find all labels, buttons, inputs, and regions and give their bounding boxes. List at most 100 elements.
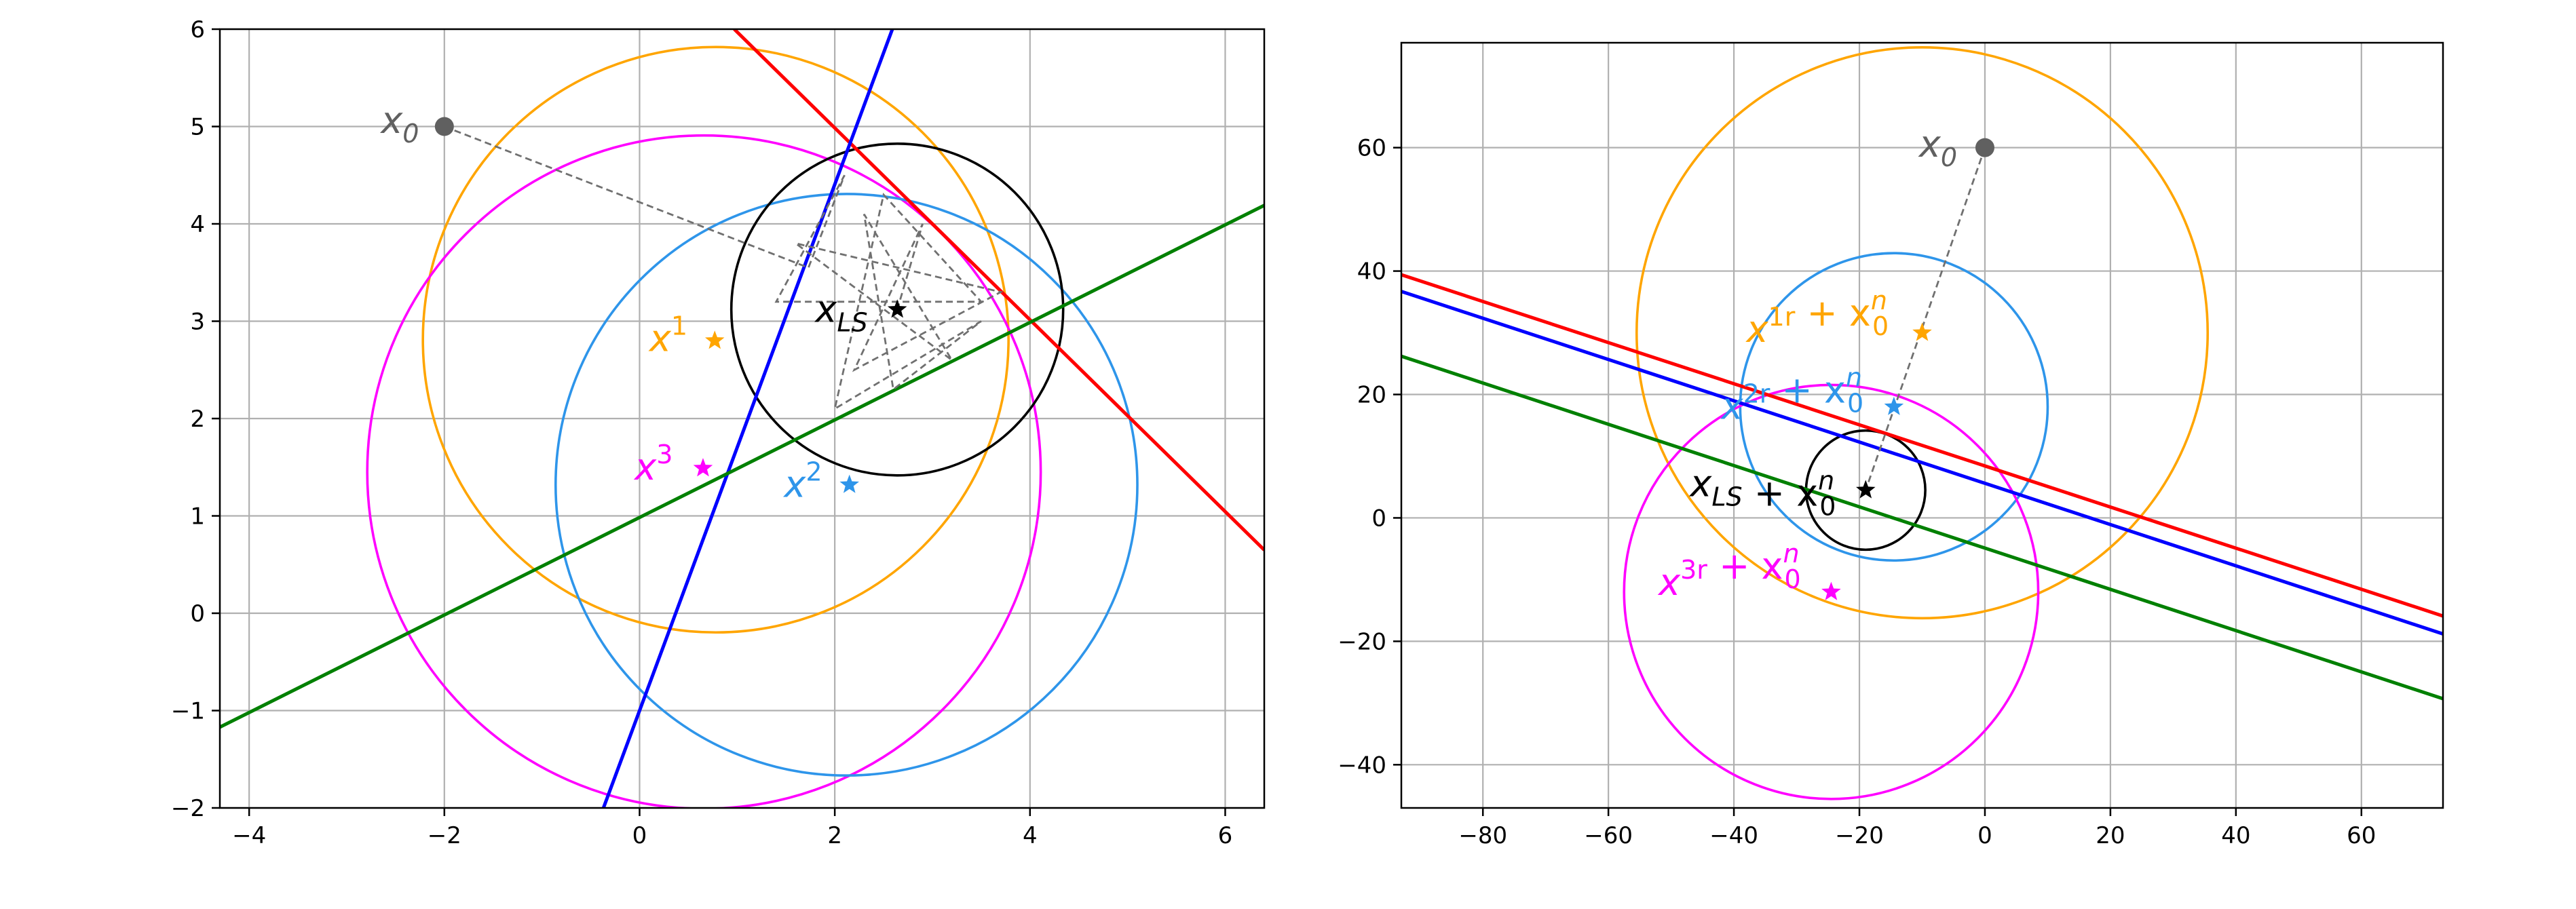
x-tick-label: −20 — [1835, 822, 1884, 849]
point-annotation: x2 — [782, 457, 822, 506]
y-tick-label: 0 — [1371, 505, 1386, 532]
plot-area — [220, 29, 1264, 808]
point-annotation: x1 — [648, 311, 687, 360]
annotation-suffix: + x — [1795, 292, 1871, 334]
star-marker — [839, 474, 859, 493]
circle — [366, 134, 1042, 808]
annotation-base: x — [814, 288, 837, 330]
annotation-base: x — [1745, 308, 1769, 351]
star-marker — [1912, 322, 1932, 341]
star-marker — [704, 330, 725, 349]
x-tick-label: −4 — [232, 822, 266, 849]
x-tick-label: 0 — [1977, 822, 1992, 849]
constraint-line — [1401, 290, 2443, 636]
y-tick-label: 1 — [190, 503, 205, 530]
annotation-base: x — [1720, 385, 1744, 428]
circle — [1635, 46, 2210, 620]
annotation-sup: 3r — [1680, 555, 1707, 585]
y-tick-label: 6 — [190, 16, 205, 43]
annotation-suffix: + x — [1770, 369, 1846, 412]
annotation-sub: LS — [1711, 482, 1742, 511]
axes-frame — [1400, 41, 2444, 809]
point-annotation: xLS — [814, 288, 867, 337]
y-tick-label: 2 — [190, 406, 205, 433]
point-annotation: x1r + xn 0 — [1745, 286, 1889, 351]
constraint-line — [1401, 354, 2443, 701]
annotation-suffix: + x — [1707, 545, 1783, 587]
y-tick-label: 4 — [190, 211, 205, 238]
star-marker — [693, 458, 713, 477]
y-tick-label: −40 — [1338, 752, 1386, 779]
y-tick-label: −1 — [171, 698, 205, 725]
annotation-suffix-sub: 0 — [1847, 389, 1863, 419]
star-marker — [1884, 396, 1904, 415]
y-tick-label: 40 — [1357, 258, 1386, 286]
iteration-path — [444, 125, 1004, 411]
x-tick-label: 40 — [2221, 822, 2250, 849]
annotation-suffix-sup: n — [1783, 539, 1799, 568]
grid — [220, 28, 1264, 809]
constraint-line — [733, 29, 1264, 552]
annotation-suffix-sub: 0 — [1819, 491, 1836, 521]
x-tick-label: −60 — [1584, 822, 1633, 849]
constraint-line — [220, 204, 1264, 729]
constraint-line — [601, 29, 894, 808]
x-tick-label: 4 — [1023, 822, 1038, 849]
annotation-suffix-sup: n — [1818, 465, 1834, 495]
point-annotation: x2r + xn 0 — [1720, 363, 1864, 428]
annotation-sub: LS — [837, 307, 867, 337]
plot-area — [1401, 46, 2443, 800]
circle — [421, 45, 1010, 634]
iteration-path — [1864, 147, 1986, 490]
x-tick-label: 20 — [2096, 822, 2125, 849]
point-annotation: x3r + xn 0 — [1657, 539, 1801, 604]
annotation-base: x — [379, 99, 403, 142]
annotation-sub: 0 — [1941, 142, 1957, 172]
annotation-suffix-sub: 0 — [1785, 564, 1801, 594]
y-tick-label: 0 — [190, 600, 205, 627]
y-tick-label: 60 — [1357, 135, 1386, 162]
star-marker — [1821, 581, 1841, 600]
star-marker — [887, 299, 907, 318]
annotation-suffix-sup: n — [1871, 286, 1887, 315]
annotation-sup: 2r — [1743, 379, 1770, 409]
x-tick-label: −2 — [428, 822, 461, 849]
point-annotation: xLS + xn 0 — [1688, 462, 1836, 521]
x-tick-label: 0 — [632, 822, 647, 849]
annotation-base: x — [648, 317, 672, 360]
annotation-suffix-sup: n — [1846, 363, 1862, 393]
y-tick-label: 20 — [1357, 382, 1386, 409]
point-annotation: x3 — [633, 440, 673, 488]
annotation-base: x — [1657, 561, 1681, 604]
y-tick-label: −2 — [171, 795, 205, 822]
annotation-sup: 1 — [671, 311, 687, 341]
annotation-base: x — [633, 446, 657, 488]
annotation-suffix: + x — [1743, 471, 1819, 514]
annotation-base: x — [782, 463, 806, 506]
x-tick-label: 6 — [1218, 822, 1233, 849]
annotation-base: x — [1688, 462, 1712, 505]
y-tick-label: 5 — [190, 114, 205, 141]
annotation-base: x — [1918, 123, 1942, 166]
start-point-marker — [1975, 138, 1994, 157]
x-tick-label: 60 — [2347, 822, 2376, 849]
annotation-sup: 1r — [1768, 302, 1796, 332]
annotation-sub: 0 — [402, 119, 419, 149]
y-tick-label: −20 — [1338, 628, 1386, 655]
point-annotation: x0 — [1918, 123, 1957, 172]
annotation-sup: 3 — [656, 440, 673, 469]
start-point-marker — [434, 117, 454, 136]
x-tick-label: −80 — [1458, 822, 1507, 849]
circle — [730, 142, 1065, 477]
constraint-line — [1401, 273, 2443, 618]
annotation-suffix-sub: 0 — [1872, 311, 1889, 341]
y-tick-label: 3 — [190, 309, 205, 336]
star-marker — [1856, 480, 1876, 499]
circle — [554, 193, 1139, 777]
x-tick-label: −40 — [1709, 822, 1758, 849]
annotation-sup: 2 — [806, 457, 822, 487]
x-tick-label: 2 — [827, 822, 842, 849]
